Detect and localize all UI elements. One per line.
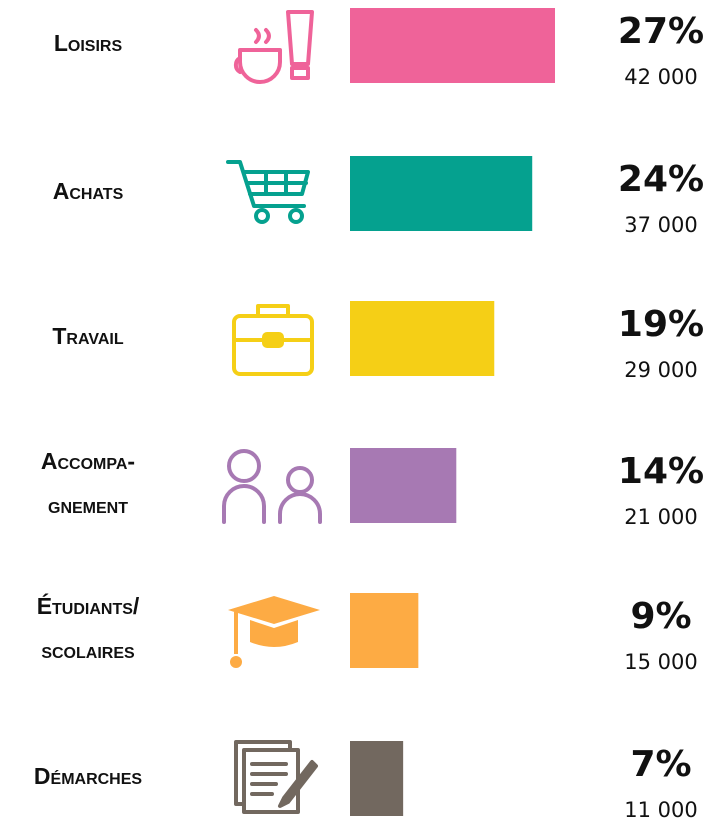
category-label: Étudiants/ — [37, 592, 140, 619]
category-label: gnement — [48, 492, 128, 518]
category-label: Démarches — [34, 763, 143, 789]
category-label: Loisirs — [54, 30, 123, 56]
graduation-icon — [228, 596, 320, 668]
bar — [350, 593, 419, 668]
icons — [222, 10, 322, 814]
cart-icon — [226, 160, 310, 224]
paperwork-icon — [234, 740, 318, 814]
count-label: 15 000 — [624, 650, 697, 674]
category-label: scolaires — [41, 637, 135, 663]
percent-label: 19% — [618, 304, 704, 345]
count-label: 29 000 — [624, 358, 697, 382]
bar — [350, 448, 457, 523]
percent-label: 24% — [618, 159, 704, 200]
bar — [350, 301, 495, 376]
count-label: 37 000 — [624, 213, 697, 237]
count-label: 42 000 — [624, 65, 697, 89]
leisure-icon — [233, 10, 314, 84]
category-label: Travail — [52, 323, 123, 349]
count-label: 21 000 — [624, 505, 697, 529]
percent-label: 27% — [618, 11, 704, 52]
count-label: 11 000 — [624, 798, 697, 822]
bar — [350, 8, 555, 83]
people-icon — [222, 449, 322, 524]
category-label: Accompa- — [41, 448, 135, 474]
briefcase-icon — [232, 304, 314, 376]
category-label: Achats — [53, 178, 124, 204]
percent-label: 7% — [630, 744, 691, 785]
bar — [350, 741, 404, 816]
bar — [350, 156, 533, 231]
percent-label: 9% — [630, 596, 691, 637]
percent-label: 14% — [618, 451, 704, 492]
